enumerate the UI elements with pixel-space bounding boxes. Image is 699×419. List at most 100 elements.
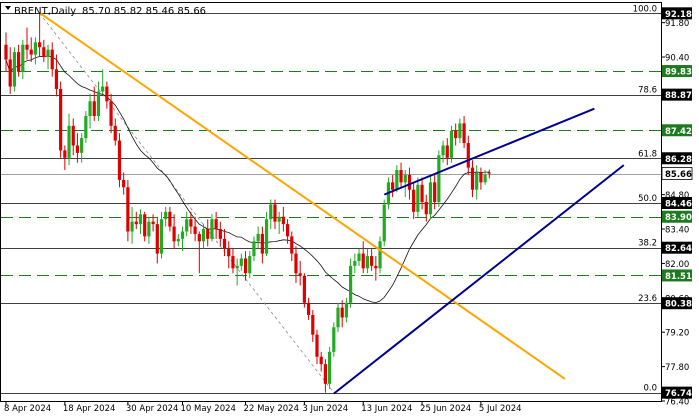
candle <box>185 211 189 237</box>
price-tick-label: 90.40 <box>665 54 689 64</box>
candle-body <box>428 182 433 215</box>
candle-body <box>88 101 92 117</box>
price-tag-text: 89.83 <box>665 68 692 78</box>
price-tag-text: 84.46 <box>665 199 692 209</box>
candle-body <box>185 219 189 232</box>
candle-body <box>54 69 59 89</box>
candle <box>462 116 466 148</box>
candle <box>29 37 33 62</box>
candle <box>227 241 231 269</box>
candle <box>336 302 340 333</box>
price-tag-92-18: 92.18 <box>662 7 692 20</box>
candle-body <box>332 327 336 352</box>
candle-body <box>290 236 294 254</box>
candle-body <box>353 260 357 266</box>
candle-body <box>470 167 475 190</box>
price-tag-83-90: 83.90 <box>662 210 692 223</box>
candle <box>12 47 17 92</box>
candle <box>126 179 130 242</box>
price-tag-text: 87.42 <box>665 127 692 137</box>
candle-body <box>395 170 399 190</box>
trendline-channel-lower[interactable] <box>333 164 625 395</box>
candle <box>189 211 193 234</box>
candle <box>151 214 155 232</box>
candle <box>180 226 185 252</box>
candle-body <box>319 356 323 365</box>
candle-body <box>218 229 222 239</box>
candle-body <box>227 248 231 257</box>
candle-body <box>264 219 269 254</box>
candle-body <box>357 253 361 261</box>
candle <box>88 93 92 129</box>
candle-body <box>38 42 42 48</box>
candle-body <box>180 231 185 239</box>
price-tick-label: 84.80 <box>665 191 689 201</box>
price-tag-bg <box>662 65 692 78</box>
candle-body <box>134 221 138 225</box>
candle <box>101 69 105 94</box>
time-tick-label: 8 Apr 2024 <box>4 404 51 414</box>
candle <box>344 297 349 323</box>
price-tag-bg <box>662 386 692 399</box>
candle-body <box>328 351 332 384</box>
price-tag-88-87: 88.87 <box>662 88 692 101</box>
candle-body <box>336 307 340 328</box>
price-tag-bg <box>662 88 692 101</box>
candle <box>130 206 134 244</box>
candle <box>109 93 113 134</box>
candle <box>260 226 264 264</box>
candle <box>285 219 290 244</box>
candle-body <box>122 179 126 188</box>
candle-body <box>172 226 176 242</box>
candle-body <box>109 101 113 126</box>
price-axis[interactable]: 91.8090.4087.4084.8083.4082.0080.6079.20… <box>661 7 693 408</box>
candle-body <box>302 275 306 303</box>
time-tick-label: 5 Jul 2024 <box>479 404 522 414</box>
candle-body <box>433 182 437 202</box>
candle <box>75 133 80 163</box>
candle-body <box>67 125 71 158</box>
candle <box>92 86 96 121</box>
candle <box>84 111 88 144</box>
candle <box>487 169 491 179</box>
candle-body <box>168 211 172 227</box>
candle-body <box>210 219 214 239</box>
price-tag-bg <box>662 124 692 137</box>
candle <box>206 219 210 247</box>
candle <box>290 231 294 261</box>
candle-body <box>63 150 67 158</box>
candle-body <box>374 265 378 269</box>
trendline-downtrend[interactable] <box>39 12 566 380</box>
candle-body <box>33 42 38 55</box>
candle <box>252 236 256 261</box>
candle <box>428 174 433 220</box>
candle <box>311 310 315 343</box>
candle <box>302 273 306 308</box>
price-tag-text: 92.18 <box>665 10 692 20</box>
trendlines[interactable] <box>39 12 625 395</box>
candle-body <box>138 214 143 225</box>
candle <box>420 177 424 210</box>
candle <box>416 177 420 217</box>
candle <box>159 211 164 259</box>
chart-header: BRENT,Daily 85.70 85.82 85.46 85.66 <box>5 6 206 17</box>
candle <box>80 133 84 163</box>
plot-area[interactable]: 100.0 78.6 61.8 50.0 38.2 23.6 0.0 <box>0 2 662 402</box>
candle-body <box>403 174 407 183</box>
candle <box>214 211 218 239</box>
candle <box>164 206 168 227</box>
candle-body <box>4 44 8 60</box>
time-axis[interactable]: 8 Apr 2024 18 Apr 2024 30 Apr 2024 10 May 2… <box>4 401 522 414</box>
candle <box>222 229 227 257</box>
price-tag-80-38: 80.38 <box>662 297 692 310</box>
candle-body <box>479 172 483 183</box>
price-tag-text: 80.38 <box>665 300 692 310</box>
candle-body <box>391 182 395 190</box>
candle <box>42 39 46 62</box>
price-tag-89-83: 89.83 <box>662 65 692 78</box>
candle <box>269 199 273 230</box>
dropdown-triangle-icon[interactable] <box>5 6 11 10</box>
candle-body <box>449 130 454 158</box>
trendline-channel-upper[interactable] <box>383 107 595 196</box>
